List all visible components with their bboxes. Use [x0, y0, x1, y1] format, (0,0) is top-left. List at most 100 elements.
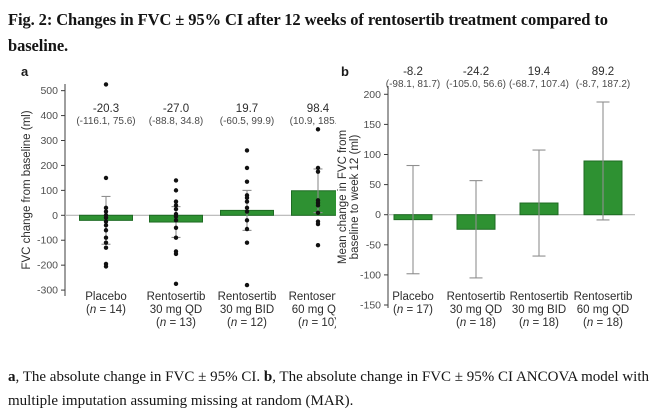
x-axis-label: 30 mg BID	[220, 304, 274, 316]
panel-a-chart: a 500 400 300 200 100 0 -100 -200 -300 FVC change …	[21, 64, 336, 329]
x-axis-label-n: (n = 10)	[298, 317, 336, 329]
data-point	[103, 205, 109, 211]
annotation-mean: -27.0	[163, 103, 189, 115]
figure-page: { "title": "Fig. 2: Changes in FVC ± 95%…	[0, 10, 660, 409]
data-point	[244, 179, 250, 184]
x-axis-label-n: (n = 18)	[519, 317, 559, 329]
y-tick-label: 150	[363, 119, 381, 131]
x-axis-label: 60 mg QD	[292, 304, 336, 316]
data-point	[315, 210, 321, 216]
x-axis-label: Rentosertib	[147, 291, 206, 303]
annotation-ci: (10.9, 185.9)	[290, 116, 336, 127]
x-axis-label-n: (n = 13)	[156, 317, 196, 329]
figure-caption: a, The absolute change in FVC ± 95% CI. …	[8, 365, 656, 413]
x-axis-label: 30 mg QD	[150, 304, 202, 316]
data-point	[315, 243, 321, 248]
data-point	[244, 195, 250, 201]
annotation-mean: -8.2	[403, 66, 423, 78]
data-point	[173, 214, 179, 219]
annotation-mean: 19.4	[528, 66, 551, 78]
x-axis-label: Rentosertib	[510, 291, 569, 303]
data-point	[244, 209, 250, 214]
annotation-mean: -20.3	[93, 103, 119, 115]
x-axis-label: Placebo	[85, 291, 127, 303]
y-axis-title: FVC change from baseline (ml)	[21, 110, 33, 269]
data-point	[244, 165, 250, 171]
annotation-ci: (-68.7, 107.4)	[509, 79, 569, 90]
y-tick-label: -100	[37, 235, 58, 247]
data-point	[103, 223, 109, 228]
data-point	[103, 245, 109, 250]
y-tick-label: -200	[37, 260, 58, 272]
y-tick-label: 50	[369, 179, 381, 191]
data-point	[173, 206, 179, 212]
y-tick-label: 100	[40, 185, 58, 197]
y-axis-title: baseline to week 12 (ml)	[349, 135, 361, 260]
data-point	[103, 215, 109, 220]
x-axis-label: Rentosertib	[574, 291, 633, 303]
bar	[291, 190, 336, 216]
data-point	[173, 178, 179, 183]
annotation-ci: (-105.0, 56.6)	[446, 79, 506, 90]
annotation-ci: (-88.8, 34.8)	[149, 116, 203, 127]
data-point	[244, 240, 250, 245]
y-axis-title: Mean change in FVC from	[337, 130, 349, 264]
annotation-ci: (-98.1, 81.7)	[386, 79, 440, 90]
caption-b-label: b	[263, 369, 273, 385]
annotation-mean: 89.2	[592, 66, 614, 78]
y-tick-label: 0	[375, 209, 381, 221]
x-axis-label-n: (n = 18)	[456, 317, 496, 329]
x-axis-label-n: (n = 12)	[227, 317, 267, 329]
panel-letter: b	[341, 64, 349, 79]
data-point	[103, 82, 109, 87]
x-axis-label: 60 mg QD	[577, 304, 629, 316]
y-tick-label: 200	[40, 160, 58, 172]
x-axis-label: Placebo	[392, 291, 434, 303]
data-point	[103, 175, 109, 181]
x-axis-label: 30 mg QD	[450, 304, 502, 316]
data-point	[315, 165, 321, 171]
y-tick-label: -150	[360, 300, 381, 312]
y-tick-label: 0	[52, 210, 58, 222]
data-point	[244, 218, 250, 223]
annotation-mean: 19.7	[236, 103, 258, 115]
y-tick-label: 500	[40, 85, 58, 97]
annotation-ci: (-60.5, 99.9)	[220, 116, 274, 127]
y-tick-label: 100	[363, 149, 381, 161]
x-axis-label-n: (n = 17)	[393, 304, 433, 316]
y-tick-label: -100	[360, 269, 381, 281]
data-point	[244, 199, 250, 204]
data-point	[244, 148, 250, 153]
data-point	[103, 264, 109, 269]
annotation-mean: 98.4	[307, 103, 330, 115]
data-point	[103, 235, 109, 240]
y-tick-label: 400	[40, 110, 58, 122]
panel-b-chart: b 200 150 100 50 0 -50 -100 -150 Mean change in F…	[337, 64, 635, 329]
x-axis-label: 30 mg BID	[512, 304, 566, 316]
x-axis-label: Rentosertib	[218, 291, 277, 303]
data-point	[103, 209, 109, 214]
annotation-ci: (-8.7, 187.2)	[576, 79, 630, 90]
y-tick-label: 300	[40, 135, 58, 147]
data-point	[173, 218, 179, 223]
y-tick-label: -50	[366, 239, 381, 251]
data-point	[103, 228, 109, 233]
data-point	[173, 235, 179, 240]
y-tick-label: 200	[363, 89, 381, 101]
annotation-mean: -24.2	[463, 66, 489, 78]
annotation-ci: (-116.1, 75.6)	[76, 116, 135, 127]
x-axis-label-n: (n = 14)	[86, 304, 126, 316]
x-axis-label: Rentosertib	[447, 291, 506, 303]
data-point	[315, 127, 321, 132]
caption-a-label: a	[8, 369, 16, 385]
data-point	[173, 203, 179, 208]
figure-title: Fig. 2: Changes in FVC ± 95% CI after 12…	[8, 10, 608, 55]
data-point	[315, 221, 321, 227]
data-point	[244, 226, 250, 232]
data-point	[244, 282, 250, 288]
figure-panels: a 500 400 300 200 100 0 -100 -200 -300 FVC change …	[0, 58, 660, 348]
data-point	[173, 251, 179, 257]
data-point	[315, 169, 321, 174]
data-point	[244, 205, 250, 211]
y-tick-label: -300	[37, 285, 58, 297]
